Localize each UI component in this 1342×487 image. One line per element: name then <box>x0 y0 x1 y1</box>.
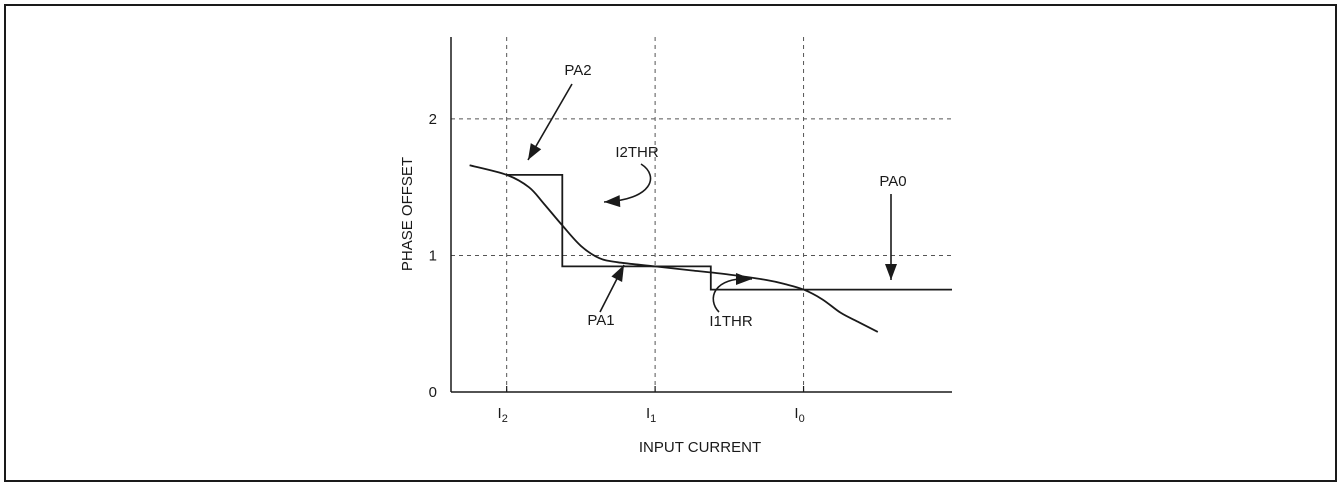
annotation-arrowhead-i1thr <box>736 273 752 285</box>
x-tick-subscript: 1 <box>650 413 656 425</box>
annotation-label-pa2: PA2 <box>564 62 591 79</box>
annotation-arrowhead-i2thr <box>604 195 621 208</box>
annotation-arrow-i2thr <box>603 163 652 203</box>
step-series-line <box>506 174 952 291</box>
y-tick-label: 2 <box>429 111 437 128</box>
y-tick-label: 0 <box>429 384 437 401</box>
annotation-arrowhead-pa1 <box>611 265 624 282</box>
y-tick-label: 1 <box>429 247 437 264</box>
grid-layer <box>451 37 952 392</box>
x-tick-label: I1 <box>646 405 656 425</box>
y-axis-label: PHASE OFFSET <box>399 157 416 271</box>
annotation-layer: PA2 I2THR PA1 I1THR PA0 <box>527 62 907 330</box>
annotation-label-pa1: PA1 <box>587 312 614 329</box>
annotation-label-i1thr: I1THR <box>709 313 753 330</box>
x-tick-subscript: 2 <box>502 413 508 425</box>
annotation-label-i2thr: I2THR <box>615 144 659 161</box>
annotation-label-pa0: PA0 <box>879 173 906 190</box>
x-tick-subscript: 0 <box>799 413 805 425</box>
x-tick-label: I0 <box>794 405 804 425</box>
figure-frame <box>4 4 1337 482</box>
curve-series-line <box>469 164 879 333</box>
annotation-arrow-i1thr <box>712 278 753 313</box>
x-axis-label: INPUT CURRENT <box>639 439 761 456</box>
annotation-arrowhead-pa0 <box>885 264 897 280</box>
annotation-arrowhead-pa2 <box>528 143 542 160</box>
axes-layer <box>450 37 952 393</box>
x-tick-label: I2 <box>498 405 508 425</box>
